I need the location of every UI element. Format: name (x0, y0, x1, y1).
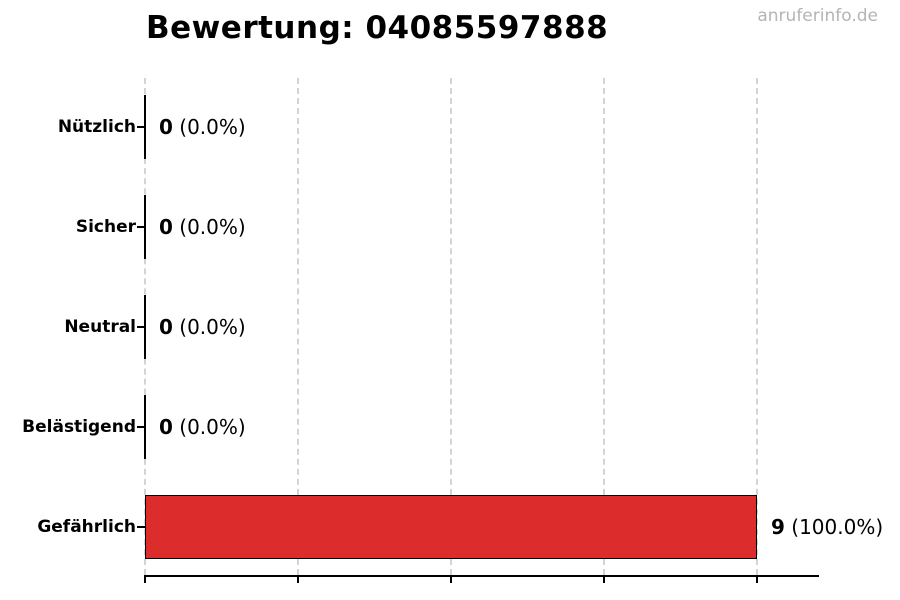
category-label: Sicher (75, 216, 136, 237)
x-axis-line (145, 575, 819, 577)
value-label: 0 (0.0%) (159, 214, 246, 239)
x-axis-tick (297, 575, 299, 583)
plot-area: Nützlich 0 (0.0%) Sicher 0 (0.0%) Neutral 0 (… (22, 78, 883, 583)
value-label: 0 (0.0%) (159, 314, 246, 339)
y-axis-tick (137, 325, 145, 328)
x-axis-tick (756, 575, 758, 583)
x-axis-tick (450, 575, 452, 583)
watermark: anruferinfo.de (757, 6, 878, 26)
value-count: 0 (159, 314, 173, 339)
bar (145, 494, 757, 559)
value-count: 0 (159, 414, 173, 439)
chart-title: Bewertung: 04085597888 (146, 10, 609, 46)
value-label: 0 (0.0%) (159, 114, 246, 139)
gridline (603, 78, 605, 575)
value-count: 0 (159, 214, 173, 239)
y-axis-tick (137, 225, 145, 228)
gridline (450, 78, 452, 575)
value-count: 9 (771, 514, 785, 539)
gridline (297, 78, 299, 575)
category-label: Nützlich (57, 116, 136, 137)
category-label: Belästigend (22, 416, 136, 437)
y-axis-tick (137, 425, 145, 428)
gridline (756, 78, 758, 575)
x-axis-tick (144, 575, 146, 583)
bar-zero (144, 294, 146, 359)
x-axis-tick (603, 575, 605, 583)
bar-zero (144, 94, 146, 159)
value-count: 0 (159, 114, 173, 139)
y-axis-tick (137, 525, 145, 528)
value-label: 0 (0.0%) (159, 414, 246, 439)
bar-zero (144, 394, 146, 459)
y-axis-tick (137, 125, 145, 128)
category-label: Gefährlich (37, 516, 136, 537)
bar-zero (144, 194, 146, 259)
category-label: Neutral (64, 316, 136, 337)
value-label: 9 (100.0%) (771, 514, 884, 539)
